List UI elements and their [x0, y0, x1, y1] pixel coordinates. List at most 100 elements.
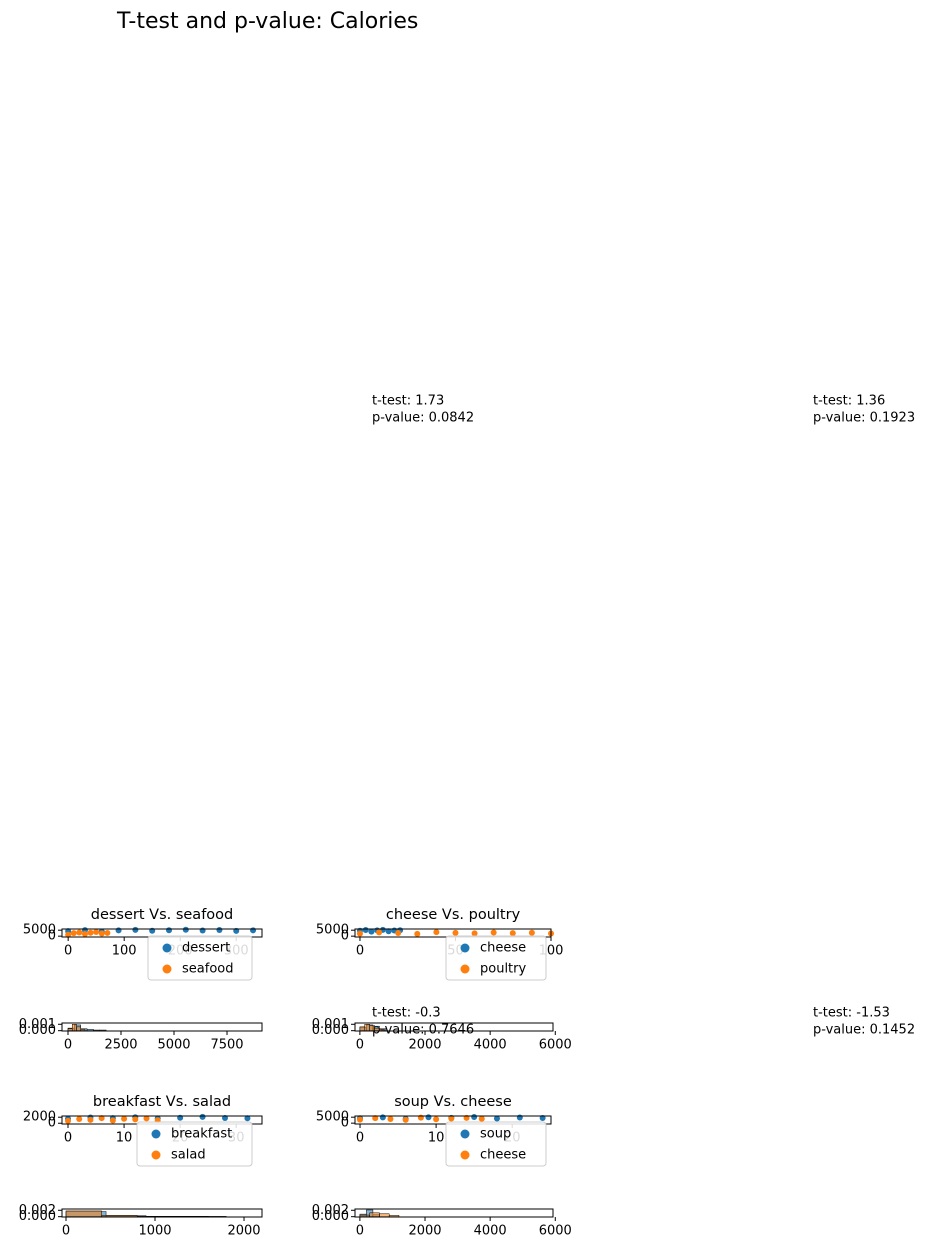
point: [528, 929, 535, 936]
point: [166, 927, 173, 934]
hist-bar: [388, 1215, 400, 1217]
panel-title: cheese Vs. poultry: [386, 907, 521, 923]
hist-bar: [364, 1024, 370, 1031]
point: [368, 928, 375, 935]
annotation: t-test: 1.36: [813, 394, 885, 409]
x-tick-label: 0: [64, 1038, 72, 1053]
axes-frame: [354, 1022, 554, 1032]
point: [182, 926, 189, 933]
point: [115, 927, 122, 934]
legend-marker: [460, 1129, 470, 1139]
point: [357, 1116, 364, 1123]
point: [65, 931, 72, 938]
x-tick-label: 4000: [474, 1038, 507, 1053]
y-tick-label: 0.001: [312, 1017, 349, 1032]
x-tick-label: 0: [356, 1224, 364, 1239]
point: [76, 1116, 83, 1123]
point: [81, 931, 88, 938]
hist-bar: [359, 1214, 370, 1217]
hist-bar: [359, 1026, 366, 1031]
hist-bar: [379, 1213, 390, 1217]
point: [516, 1114, 523, 1121]
x-tick-label: 0: [356, 944, 364, 959]
point: [387, 1115, 394, 1122]
point: [425, 1114, 432, 1121]
x-tick-label: 6000: [539, 1038, 572, 1053]
x-tick-label: 0: [356, 1038, 364, 1053]
legend-label: salad: [171, 1148, 206, 1163]
annotation: p-value: 0.0842: [372, 411, 474, 426]
point: [199, 1113, 206, 1120]
point: [433, 1116, 440, 1123]
annotation: p-value: 0.1452: [813, 1023, 915, 1038]
point: [414, 930, 421, 937]
legend-label: cheese: [480, 941, 526, 956]
point: [87, 929, 94, 936]
legend-marker: [460, 943, 470, 953]
legend-label: dessert: [182, 941, 230, 956]
point: [356, 930, 363, 937]
point: [372, 1115, 379, 1122]
legend-label: cheese: [480, 1148, 526, 1163]
axes-frame: [354, 1208, 554, 1218]
legend-marker: [151, 1150, 161, 1160]
axes-frame: [61, 1208, 263, 1218]
x-tick-label: 2500: [104, 1038, 137, 1053]
annotation: p-value: 0.1923: [813, 411, 915, 426]
point: [132, 1116, 139, 1123]
hist-bar: [379, 1029, 385, 1031]
legend-marker: [460, 1150, 470, 1160]
x-tick-label: 0: [64, 944, 72, 959]
x-tick-label: 4000: [474, 1224, 507, 1239]
x-tick-label: 0: [64, 1131, 72, 1146]
x-tick-label: 2000: [227, 1224, 260, 1239]
point: [452, 929, 459, 936]
point: [362, 926, 369, 933]
point: [539, 1115, 546, 1122]
legend-marker: [162, 943, 172, 953]
panel-title: breakfast Vs. salad: [93, 1094, 231, 1110]
y-tick-label: 0: [341, 929, 349, 944]
x-tick-label: 2000: [408, 1038, 441, 1053]
x-tick-label: 7500: [210, 1038, 243, 1053]
panel-title: soup Vs. cheese: [394, 1094, 512, 1110]
scatter-panel: soup Vs. cheese0102005000soupcheese: [316, 1094, 552, 1167]
y-tick-label: 0.002: [312, 1203, 349, 1218]
x-tick-label: 6000: [539, 1224, 572, 1239]
legend-label: breakfast: [171, 1127, 232, 1142]
point: [93, 928, 100, 935]
scatter-panel: cheese Vs. poultry05010005000cheesepoult…: [316, 907, 563, 981]
hist-bar: [71, 1024, 77, 1031]
point: [143, 1115, 150, 1122]
point: [109, 1117, 116, 1124]
point: [199, 927, 206, 934]
legend-marker: [151, 1129, 161, 1139]
point: [76, 929, 83, 936]
point: [402, 1116, 409, 1123]
hist-bar: [65, 1210, 102, 1217]
point: [64, 1117, 71, 1124]
point: [87, 1116, 94, 1123]
legend-box: [147, 935, 253, 981]
point: [385, 928, 392, 935]
scatter-panel: dessert Vs. seafood010020030005000desser…: [23, 907, 263, 981]
point: [493, 1115, 500, 1122]
x-tick-label: 10: [428, 1131, 445, 1146]
point: [433, 929, 440, 936]
hist-bar: [369, 1212, 380, 1217]
annotation: t-test: -0.3: [372, 1006, 441, 1021]
x-tick-label: 2000: [408, 1224, 441, 1239]
hist-bar: [76, 1026, 81, 1031]
legend-box: [136, 1121, 253, 1167]
point: [216, 926, 223, 933]
hist-bar: [369, 1025, 375, 1031]
point: [98, 930, 105, 937]
annotation: p-value: 0.7646: [372, 1023, 474, 1038]
point: [478, 1115, 485, 1122]
x-tick-label: 100: [112, 944, 137, 959]
annotation: t-test: -1.53: [813, 1006, 890, 1021]
point: [121, 1115, 128, 1122]
point: [471, 1113, 478, 1120]
